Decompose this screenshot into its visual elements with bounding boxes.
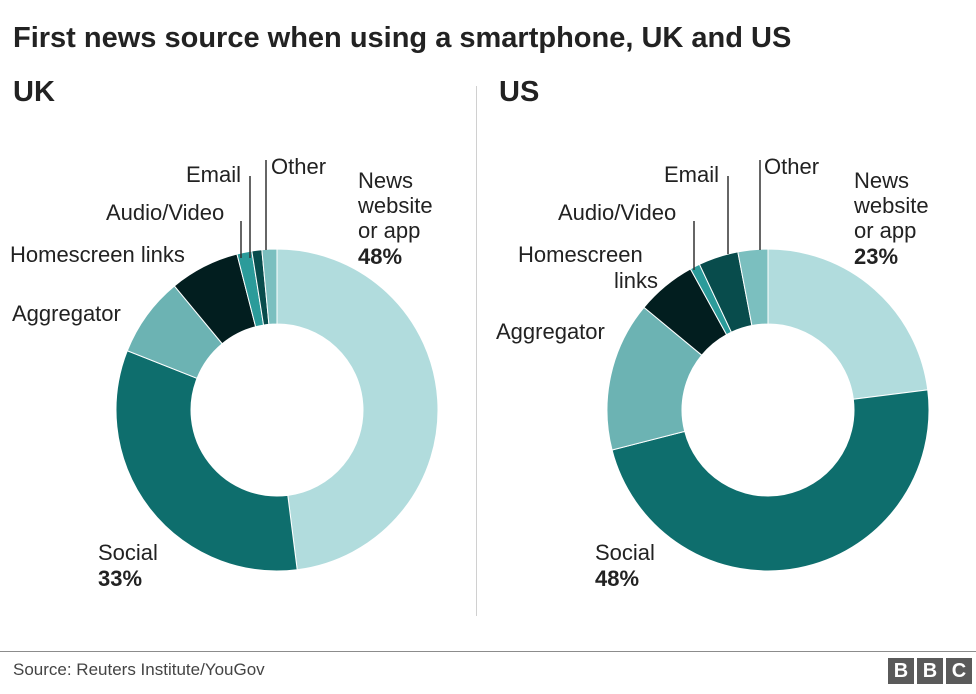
us-panel-title: US [499,76,540,108]
uk-label-other: Other [271,154,326,179]
panel-divider [476,86,477,616]
uk-label-news: website [357,193,433,218]
logo-letter: B [888,658,914,684]
logo-letter: C [946,658,972,684]
us-label-news: News [854,168,909,193]
uk-label-aggregator: Aggregator [12,301,121,326]
us-label-email: Email [664,162,719,187]
uk-slice-social [115,350,298,572]
us-label-news: website [853,193,929,218]
uk-label-homescreen: Homescreen links [10,242,185,267]
us-slice-social [611,389,930,572]
us-value-news: 23% [854,244,898,269]
uk-label-news: News [358,168,413,193]
us-value-social: 48% [595,566,639,591]
uk-slice-other [261,248,278,325]
chart-title: First news source when using a smartphon… [13,22,792,54]
uk-panel-title: UK [13,76,55,108]
us-label-other: Other [764,154,819,179]
source-note: Source: Reuters Institute/YouGov [13,660,265,679]
uk-label-audio: Audio/Video [106,200,224,225]
us-label-aggregator: Aggregator [496,319,605,344]
us-label-news: or app [854,218,916,243]
uk-value-social: 33% [98,566,142,591]
uk-label-news: or app [358,218,420,243]
us-label-social: Social [595,540,655,565]
uk-label-email: Email [186,162,241,187]
us-label-homescreen: Homescreen [518,242,643,267]
uk-label-social: Social [98,540,158,565]
us-label-audio: Audio/Video [558,200,676,225]
bbc-logo: B B C [888,658,972,684]
uk-slice-news [276,248,439,571]
footer-divider [0,651,976,652]
logo-letter: B [917,658,943,684]
us-label-homescreen: links [614,268,658,293]
uk-value-news: 48% [358,244,402,269]
us-slice-news [767,248,929,400]
us-slice-other [737,248,769,327]
